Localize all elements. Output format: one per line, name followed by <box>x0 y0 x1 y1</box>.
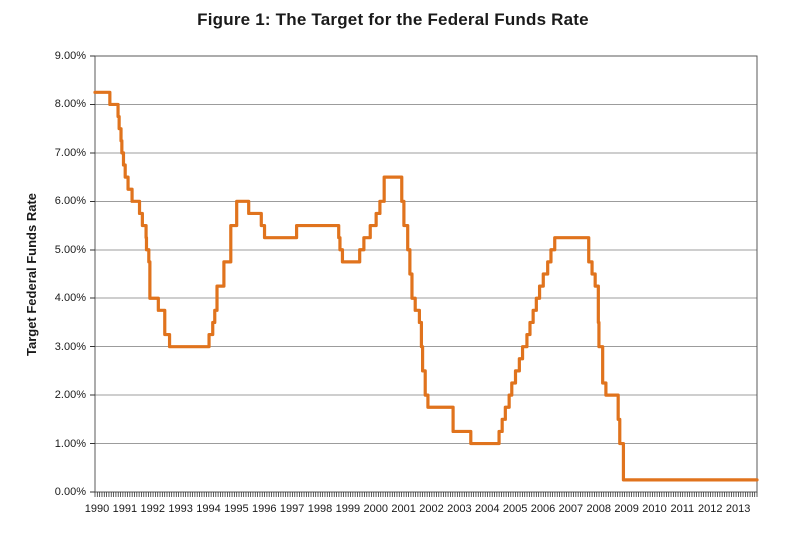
x-tick-label: 2011 <box>670 503 695 515</box>
x-tick-label: 2006 <box>530 503 556 515</box>
y-tick-label: 0.00% <box>54 486 86 498</box>
x-tick-label: 1996 <box>251 503 277 515</box>
chart-title: Figure 1: The Target for the Federal Fun… <box>197 10 589 29</box>
x-tick-label: 2000 <box>363 503 388 515</box>
x-tick-label: 2005 <box>502 503 528 515</box>
x-tick-label: 2009 <box>614 503 639 515</box>
x-tick-label: 2008 <box>586 503 611 515</box>
y-axis-title: Target Federal Funds Rate <box>16 56 46 492</box>
y-tick-label: 4.00% <box>54 292 86 305</box>
x-tick-label: 2002 <box>419 503 444 515</box>
x-tick-label: 2010 <box>642 503 667 515</box>
x-tick-label: 1995 <box>224 503 249 515</box>
x-tick-label: 2013 <box>725 503 751 515</box>
y-tick-label: 1.00% <box>54 437 86 450</box>
plot-frame <box>94 55 758 493</box>
x-tick-label: 1990 <box>84 503 110 515</box>
y-tick-label: 3.00% <box>54 340 86 353</box>
y-tick-label: 5.00% <box>54 243 86 256</box>
x-tick-label: 1999 <box>335 503 361 515</box>
y-tick-label: 7.00% <box>54 146 86 159</box>
x-tick-label: 2001 <box>391 503 416 515</box>
x-tick-label: 1993 <box>168 503 193 515</box>
y-axis-title-text: Target Federal Funds Rate <box>23 192 39 356</box>
target-rate-series-line <box>93 90 759 482</box>
y-tick-label: 2.00% <box>54 389 86 402</box>
plot-area <box>90 55 759 497</box>
x-tick-label: 1998 <box>307 503 333 515</box>
y-tick-label: 9.00% <box>54 50 86 62</box>
y-tick-label: 6.00% <box>54 195 86 208</box>
x-tick-label: 2003 <box>447 503 472 515</box>
y-tick-label: 8.00% <box>54 98 86 111</box>
x-tick-label: 1994 <box>196 503 221 515</box>
x-tick-label: 2007 <box>558 503 584 515</box>
x-tick-label: 1992 <box>140 503 165 515</box>
x-tick-label: 1991 <box>112 503 138 515</box>
x-tick-label: 2012 <box>697 503 723 515</box>
fed-funds-rate-line-chart <box>90 55 759 497</box>
x-tick-label: 1997 <box>279 503 305 515</box>
x-tick-label: 2004 <box>474 503 500 515</box>
